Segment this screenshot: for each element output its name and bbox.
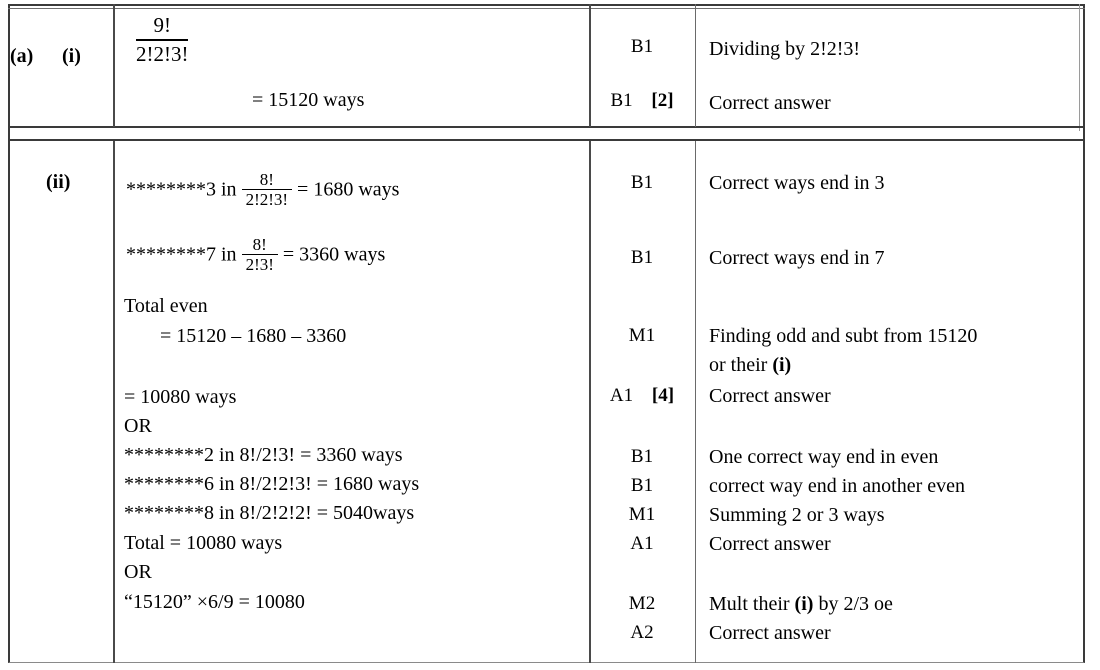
working-line-total-even: Total even bbox=[124, 295, 208, 317]
comment-r2-8: Summing 2 or 3 ways bbox=[709, 504, 885, 526]
working-line-or-2: OR bbox=[124, 561, 152, 583]
working-line-alt-total: Total = 10080 ways bbox=[124, 532, 283, 554]
comment-r2-4: or their (i) bbox=[709, 354, 792, 376]
comment-r2-6: One correct way end in even bbox=[709, 446, 939, 468]
working-line-alt-6: ********6 in 8!/2!2!3! = 1680 ways bbox=[124, 473, 420, 495]
column-rule-working-row1 bbox=[113, 4, 115, 127]
fraction-8-over-2232: 8! 2!2!3! bbox=[241, 171, 293, 209]
comment-r2-10-ref: (i) bbox=[794, 593, 814, 615]
working-line-2: ********7 in 8! 2!3! = 3360 ways bbox=[126, 236, 386, 275]
row-separator-upper bbox=[8, 126, 1085, 128]
working-line-alt-8: ********8 in 8!/2!2!2! = 5040ways bbox=[124, 502, 415, 524]
part-label-i: (i) bbox=[62, 45, 81, 67]
working-line-2-suffix: = 3360 ways bbox=[282, 243, 386, 266]
fraction-denominator: 2!2!3! bbox=[245, 190, 289, 209]
mark-code-r2-6: B1 bbox=[630, 475, 654, 496]
comment-r2-11: Correct answer bbox=[709, 622, 831, 644]
comment-r2-10: Mult their (i) by 2/3 oe bbox=[709, 593, 893, 615]
mark-total-r2-4: [4] bbox=[651, 385, 675, 406]
comment-r2-7: correct way end in another even bbox=[709, 475, 965, 497]
fraction-numerator: 8! bbox=[241, 171, 293, 190]
table-frame bbox=[8, 4, 1085, 663]
mark-code-r2-2: B1 bbox=[630, 247, 654, 268]
comment-r1-2: Correct answer bbox=[709, 92, 831, 114]
mark-code-r2-1: B1 bbox=[630, 172, 654, 193]
column-rule-working-row2 bbox=[113, 141, 115, 663]
mark-code-r1-2: B1 bbox=[610, 90, 633, 111]
mark-code-r2-9: M2 bbox=[628, 593, 656, 614]
fraction-numerator: 9! bbox=[136, 14, 189, 41]
comment-r2-2: Correct ways end in 7 bbox=[709, 247, 885, 269]
working-line-1: ********3 in 8! 2!2!3! = 1680 ways bbox=[126, 171, 400, 210]
working-line-subtraction: = 15120 – 1680 – 3360 bbox=[160, 325, 347, 347]
column-rule-comments-row2 bbox=[695, 141, 696, 663]
working-line-alt-2: ********2 in 8!/2!3! = 3360 ways bbox=[124, 444, 403, 466]
working-result-row1: = 15120 ways bbox=[252, 89, 365, 111]
working-line-2-prefix: ********7 in bbox=[126, 243, 237, 266]
comment-r2-1: Correct ways end in 3 bbox=[709, 172, 885, 194]
fraction-8-over-23: 8! 2!3! bbox=[241, 236, 278, 274]
mark-code-r2-5: B1 bbox=[630, 446, 654, 467]
mark-code-r2-8: A1 bbox=[630, 533, 654, 554]
mark-code-r2-3: M1 bbox=[628, 325, 656, 346]
mark-total-r1-2: [2] bbox=[651, 90, 674, 111]
fraction-9-over-223: 9! 2!2!3! bbox=[136, 14, 189, 66]
mark-code-r1-1: B1 bbox=[630, 36, 654, 57]
comment-r2-5: Correct answer bbox=[709, 385, 831, 407]
mark-cell-r2-4: A1 [4] bbox=[589, 385, 695, 407]
column-rule-marks-row2 bbox=[589, 141, 591, 663]
fraction-denominator: 2!2!3! bbox=[136, 42, 189, 66]
question-label-a: (a) bbox=[10, 45, 34, 67]
working-line-multiply: “15120” ×6/9 = 10080 bbox=[124, 591, 305, 613]
comment-r2-9: Correct answer bbox=[709, 533, 831, 555]
mark-code-r2-7: M1 bbox=[628, 504, 656, 525]
column-rule-comments-row1 bbox=[695, 4, 696, 127]
row-separator-lower bbox=[8, 139, 1085, 141]
mark-code-r2-10: A2 bbox=[630, 622, 654, 643]
working-line-1-prefix: ********3 in bbox=[126, 178, 237, 201]
part-label-ii: (ii) bbox=[46, 171, 71, 193]
working-line-answer: = 10080 ways bbox=[124, 386, 237, 408]
comment-r1-1: Dividing by 2!2!3! bbox=[709, 38, 861, 60]
column-rule-marks-row1 bbox=[589, 4, 591, 127]
fraction-denominator: 2!3! bbox=[245, 255, 274, 274]
working-line-or-1: OR bbox=[124, 415, 152, 437]
mark-code-r2-4: A1 bbox=[609, 385, 634, 406]
mark-cell-r1-2: B1 [2] bbox=[589, 90, 695, 112]
comment-r2-3: Finding odd and subt from 15120 bbox=[709, 325, 978, 347]
fraction-numerator: 8! bbox=[241, 236, 278, 255]
comment-r2-4-ref: (i) bbox=[772, 354, 792, 376]
table-top-inner-rule bbox=[8, 8, 1085, 9]
working-line-1-suffix: = 1680 ways bbox=[297, 178, 400, 201]
table-right-inner-rule bbox=[1079, 4, 1080, 131]
